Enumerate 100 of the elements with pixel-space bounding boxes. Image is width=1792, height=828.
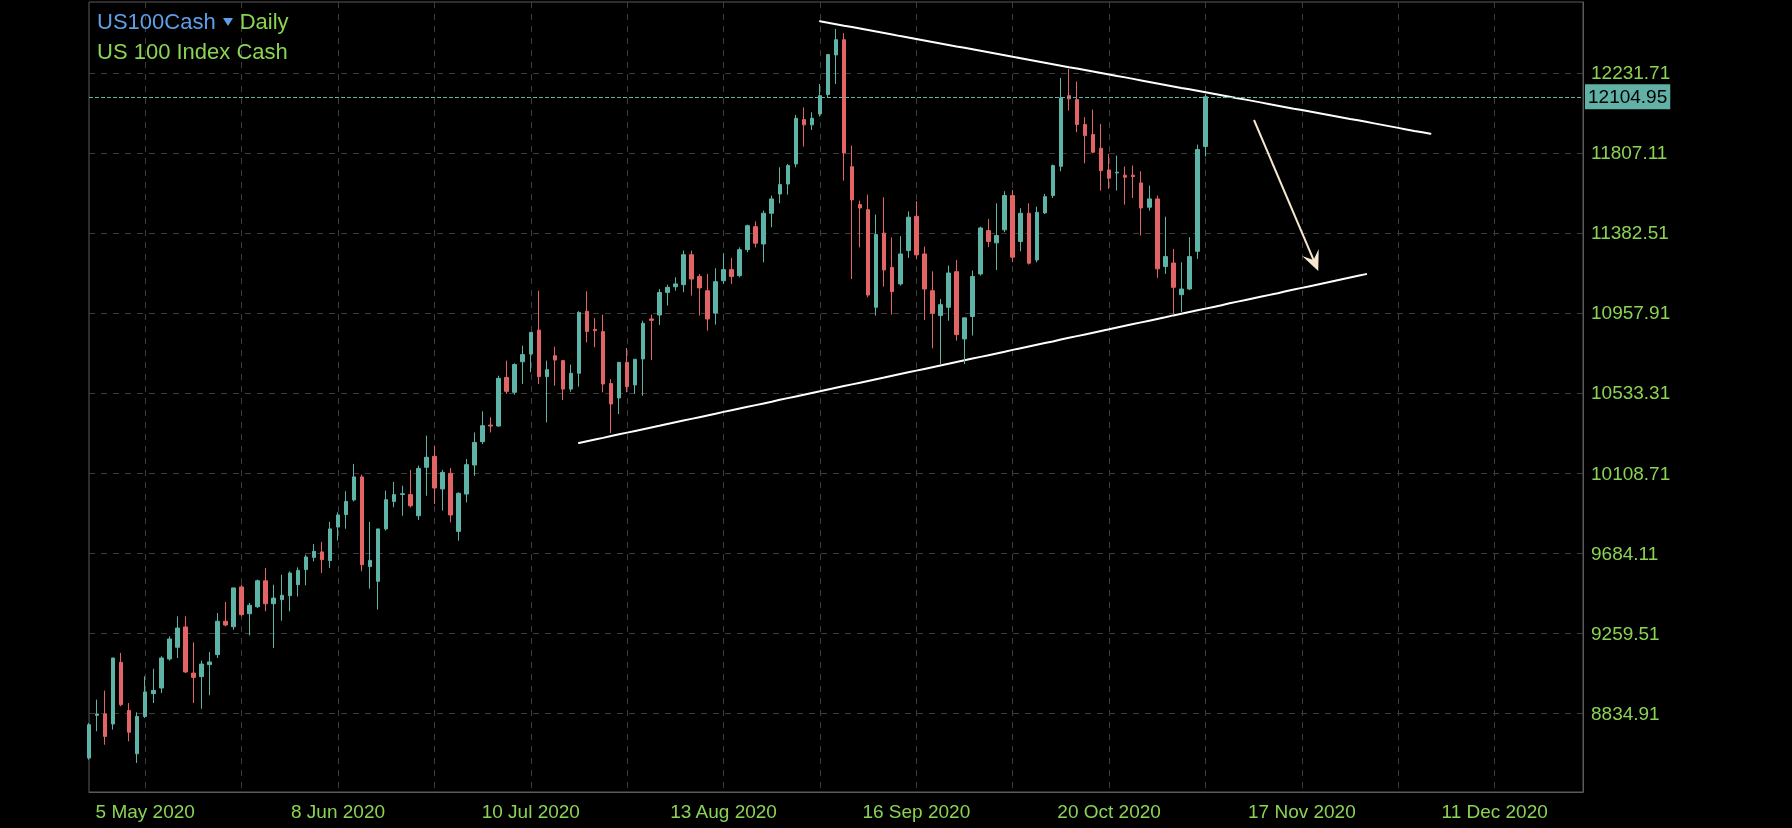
x-tick-label: 16 Sep 2020 [862, 801, 971, 822]
candlestick [199, 660, 204, 710]
ref-line-label: 12104.95 [1588, 86, 1668, 108]
candlestick [432, 445, 437, 505]
x-tick-label: 20 Oct 2020 [1057, 801, 1161, 822]
candlestick [970, 270, 975, 337]
candlestick [103, 690, 107, 746]
candlestick [1027, 202, 1031, 266]
candlestick [609, 378, 613, 434]
candlestick [665, 284, 670, 307]
candlestick [424, 435, 429, 497]
y-tick-label: 9684.11 [1591, 542, 1659, 564]
candlestick [1018, 207, 1023, 252]
candlestick [914, 200, 919, 260]
candlestick [890, 236, 894, 316]
candlestick [617, 361, 621, 415]
candlestick [159, 655, 164, 694]
candlestick [577, 310, 581, 388]
candlestick [336, 511, 340, 542]
candlestick [1187, 236, 1192, 291]
candlestick [874, 214, 878, 317]
candlestick [625, 347, 629, 393]
candlestick [1147, 185, 1152, 212]
candlestick [537, 290, 541, 385]
candlestick [135, 711, 139, 764]
candlestick [488, 416, 493, 433]
candlestick [175, 615, 180, 659]
candlestick [729, 257, 734, 285]
candlestick [320, 541, 324, 574]
candlestick [697, 273, 702, 317]
candlestick [416, 465, 421, 521]
candlestick [601, 314, 605, 393]
candlestick [448, 467, 453, 523]
candlestick [328, 521, 332, 569]
candlestick [529, 331, 533, 373]
y-tick-label: 9259.51 [1591, 622, 1660, 644]
candlestick [1171, 248, 1176, 315]
candlestick [922, 246, 927, 321]
candlestick [954, 259, 959, 342]
candlestick [946, 265, 951, 322]
candlestick [119, 652, 123, 707]
candlestick [183, 615, 188, 674]
candlestick [930, 270, 935, 349]
candlestick [753, 220, 758, 248]
candlestick [553, 346, 557, 387]
candlestick [842, 32, 846, 182]
candlestick [352, 463, 356, 502]
x-tick-label: 13 Aug 2020 [670, 801, 777, 822]
candlestick [713, 267, 718, 326]
candlestick [1043, 193, 1047, 215]
candlestick [1083, 116, 1087, 164]
candlestick [978, 226, 983, 277]
candlestick [280, 574, 284, 622]
candlestick [794, 114, 798, 168]
candlestick [585, 290, 589, 343]
candlestick [1163, 216, 1168, 275]
y-tick-label: 11807.11 [1591, 142, 1668, 164]
candlestick [263, 567, 268, 612]
candlestick [440, 469, 445, 512]
candlestick [344, 490, 348, 530]
candlestick [1002, 190, 1007, 233]
candlestick [561, 359, 565, 401]
x-tick-label: 5 May 2020 [95, 801, 195, 822]
candlestick [504, 360, 509, 395]
candlestick [215, 612, 220, 659]
candlestick [786, 163, 790, 196]
candlestick [392, 481, 396, 508]
candlestick [111, 657, 115, 731]
candlestick [368, 521, 372, 590]
candlestick [520, 345, 525, 385]
candlestick [1091, 109, 1095, 154]
candlestick [633, 358, 637, 395]
candlestick [778, 166, 782, 204]
candlestick [191, 641, 196, 704]
candlestick [769, 195, 774, 228]
y-tick-label: 8834.91 [1591, 702, 1660, 724]
x-tick-label: 8 Jun 2020 [290, 801, 386, 822]
candlestick [127, 702, 131, 742]
candlestick [384, 490, 388, 532]
candlestick [745, 224, 750, 253]
candlestick [898, 235, 903, 287]
candlestick [1179, 261, 1184, 313]
candlestick [834, 28, 838, 85]
candlestick [641, 320, 645, 397]
candlestick [151, 668, 156, 704]
candlestick [167, 635, 172, 662]
candlestick [1099, 123, 1103, 192]
candlestick [143, 675, 147, 719]
candlestick [304, 554, 308, 586]
y-tick-label: 10533.31 [1591, 382, 1671, 404]
candlestick [400, 485, 405, 517]
candlestick [376, 528, 380, 611]
candlestick [1075, 81, 1079, 133]
candlestick [87, 722, 91, 761]
candlestick [689, 250, 694, 297]
candlestick [512, 362, 517, 396]
x-tick-label: 17 Nov 2020 [1248, 801, 1356, 822]
candlestick [850, 145, 854, 280]
candlestick [255, 579, 260, 609]
candlestick [705, 273, 710, 332]
